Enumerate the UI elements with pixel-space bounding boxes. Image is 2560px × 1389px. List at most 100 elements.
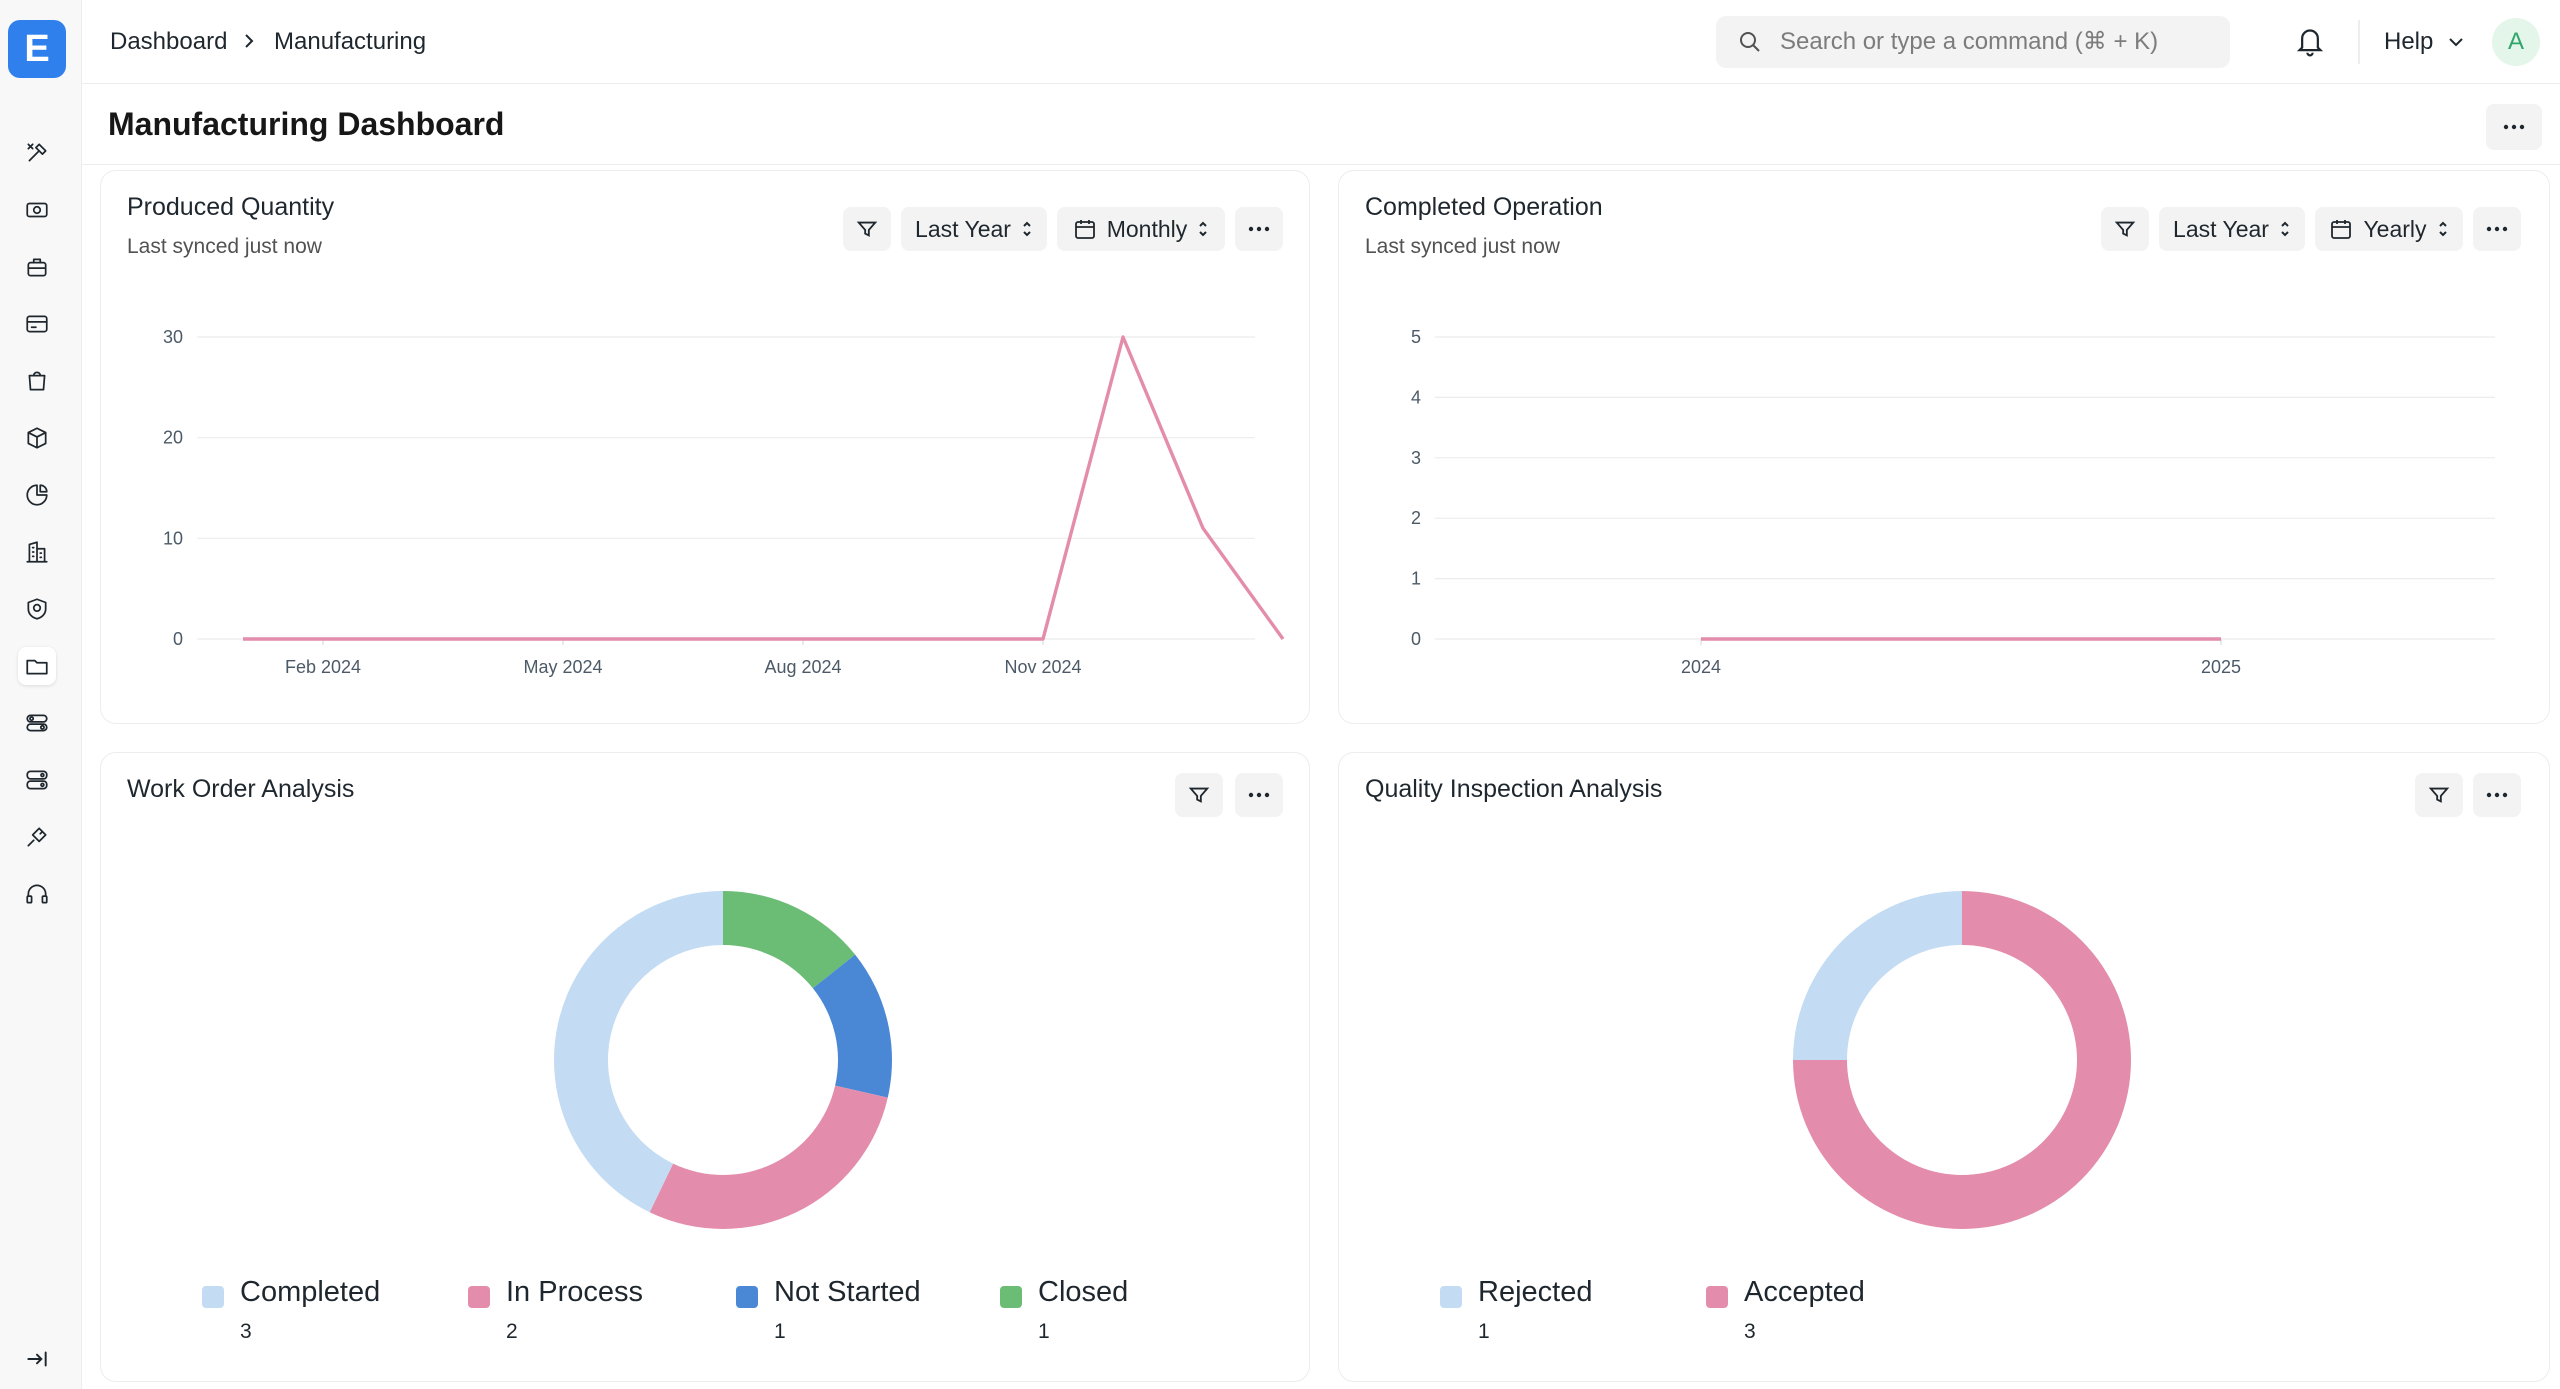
building-icon[interactable] bbox=[18, 533, 56, 571]
interval-select[interactable]: Monthly bbox=[1057, 207, 1225, 251]
select-arrows-icon bbox=[2438, 221, 2447, 237]
more-horizontal-icon bbox=[1248, 792, 1270, 798]
legend-swatch bbox=[468, 1286, 490, 1308]
more-horizontal-icon bbox=[2486, 226, 2508, 232]
y-tick-label: 5 bbox=[1411, 327, 1421, 347]
legend-swatch bbox=[1706, 1286, 1728, 1308]
card-more-button[interactable] bbox=[2473, 207, 2521, 251]
y-tick-label: 20 bbox=[163, 428, 183, 448]
y-tick-label: 0 bbox=[173, 629, 183, 649]
filter-icon bbox=[2428, 787, 2450, 803]
x-tick-label: 2024 bbox=[1681, 657, 1721, 677]
donut-slice-accepted bbox=[1793, 891, 2131, 1229]
page-more-button[interactable] bbox=[2486, 104, 2542, 150]
filter-button[interactable] bbox=[843, 207, 891, 251]
card-more-button[interactable] bbox=[2473, 773, 2521, 817]
quality-inspection-analysis-card: Quality Inspection Analysis bbox=[1338, 752, 2550, 1382]
bag-icon[interactable] bbox=[18, 362, 56, 400]
tools-icon[interactable] bbox=[18, 134, 56, 172]
tool-pen-icon[interactable] bbox=[18, 818, 56, 856]
legend-label: Accepted bbox=[1744, 1276, 1865, 1308]
user-avatar[interactable]: A bbox=[2492, 18, 2540, 66]
breadcrumb-manufacturing[interactable]: Manufacturing bbox=[274, 28, 427, 55]
legend-swatch bbox=[1000, 1286, 1022, 1308]
card-title: Produced Quantity bbox=[127, 193, 335, 221]
time-range-label: Last Year bbox=[915, 215, 1011, 242]
legend-value: 1 bbox=[774, 1320, 786, 1343]
x-tick-label: Aug 2024 bbox=[764, 657, 841, 677]
produced-quantity-card: Produced Quantity Last synced just now L… bbox=[100, 170, 1310, 724]
filter-icon bbox=[856, 221, 878, 237]
legend-value: 3 bbox=[240, 1320, 252, 1343]
folder-icon[interactable] bbox=[18, 647, 56, 685]
interval-label: Monthly bbox=[1106, 215, 1188, 242]
chevron-right-icon bbox=[240, 30, 258, 57]
y-tick-label: 10 bbox=[163, 528, 183, 548]
donut-slice-completed bbox=[554, 891, 723, 1213]
more-horizontal-icon bbox=[1248, 226, 1270, 232]
time-range-select[interactable]: Last Year bbox=[2159, 207, 2305, 251]
collapse-sidebar-icon[interactable] bbox=[18, 1340, 56, 1378]
donut-slice-rejected bbox=[1793, 891, 1962, 1060]
legend-value: 2 bbox=[506, 1320, 518, 1343]
search-placeholder: Search or type a command (⌘ + K) bbox=[1780, 28, 2159, 55]
more-horizontal-icon bbox=[2486, 792, 2508, 798]
filter-button[interactable] bbox=[2415, 773, 2463, 817]
x-tick-label: May 2024 bbox=[523, 657, 602, 677]
y-tick-label: 30 bbox=[163, 327, 183, 347]
work-order-donut-chart bbox=[554, 891, 892, 1229]
app-logo[interactable]: E bbox=[8, 20, 66, 78]
filter-icon bbox=[2114, 221, 2136, 237]
quality-icon[interactable] bbox=[18, 590, 56, 628]
breadcrumb-dashboard[interactable]: Dashboard bbox=[110, 28, 228, 55]
page-title: Manufacturing Dashboard bbox=[108, 106, 505, 142]
box-icon[interactable] bbox=[18, 419, 56, 457]
search-icon bbox=[1740, 32, 1760, 52]
work-order-analysis-card: Work Order Analysis bbox=[100, 752, 1310, 1382]
select-arrows-icon bbox=[1023, 221, 1031, 237]
time-range-label: Last Year bbox=[2173, 215, 2269, 242]
money-icon[interactable] bbox=[18, 191, 56, 229]
legend-label: Not Started bbox=[774, 1276, 921, 1308]
server-icon[interactable] bbox=[18, 761, 56, 799]
search-input[interactable]: Search or type a command (⌘ + K) bbox=[1716, 16, 2230, 68]
donut-slice-closed bbox=[723, 891, 856, 989]
toggle-icon[interactable] bbox=[18, 704, 56, 742]
x-tick-label: 2025 bbox=[2201, 657, 2241, 677]
interval-select[interactable]: Yearly bbox=[2315, 207, 2463, 251]
last-synced-text: Last synced just now bbox=[1365, 235, 1560, 258]
legend-label: In Process bbox=[506, 1276, 643, 1308]
time-range-select[interactable]: Last Year bbox=[901, 207, 1047, 251]
y-tick-label: 2 bbox=[1411, 508, 1421, 528]
filter-button[interactable] bbox=[1175, 773, 1223, 817]
headset-icon[interactable] bbox=[18, 875, 56, 913]
produced-quantity-line-chart: 0 10 20 30 Feb 2024 May 2024 Aug 2024 Nov 2024 bbox=[163, 327, 1285, 677]
legend-value: 1 bbox=[1478, 1320, 1490, 1343]
notification-bell-icon[interactable] bbox=[2294, 24, 2326, 63]
series-line bbox=[243, 335, 1285, 641]
donut-slice-in-process bbox=[649, 1085, 888, 1229]
card-title: Work Order Analysis bbox=[127, 775, 355, 803]
legend-value: 3 bbox=[1744, 1320, 1756, 1343]
filter-button[interactable] bbox=[2101, 207, 2149, 251]
sidebar: E bbox=[0, 0, 82, 1389]
x-tick-label: Nov 2024 bbox=[1004, 657, 1081, 677]
legend-label: Completed bbox=[240, 1276, 381, 1308]
legend-label: Closed bbox=[1038, 1276, 1129, 1308]
legend-label: Rejected bbox=[1478, 1276, 1593, 1308]
divider bbox=[2358, 20, 2360, 64]
card-icon[interactable] bbox=[18, 305, 56, 343]
quality-inspection-donut-chart bbox=[1793, 891, 2131, 1229]
interval-label: Yearly bbox=[2363, 215, 2427, 242]
calendar-icon bbox=[2331, 220, 2352, 239]
card-title: Quality Inspection Analysis bbox=[1365, 775, 1663, 803]
briefcase-icon[interactable] bbox=[18, 248, 56, 286]
select-arrows-icon bbox=[2281, 221, 2289, 237]
help-menu[interactable]: Help bbox=[2384, 28, 2434, 55]
chart-pie-icon[interactable] bbox=[18, 476, 56, 514]
calendar-icon bbox=[1074, 220, 1095, 239]
legend-swatch bbox=[736, 1286, 758, 1308]
card-more-button[interactable] bbox=[1235, 773, 1283, 817]
legend-value: 1 bbox=[1038, 1320, 1050, 1343]
card-more-button[interactable] bbox=[1235, 207, 1283, 251]
